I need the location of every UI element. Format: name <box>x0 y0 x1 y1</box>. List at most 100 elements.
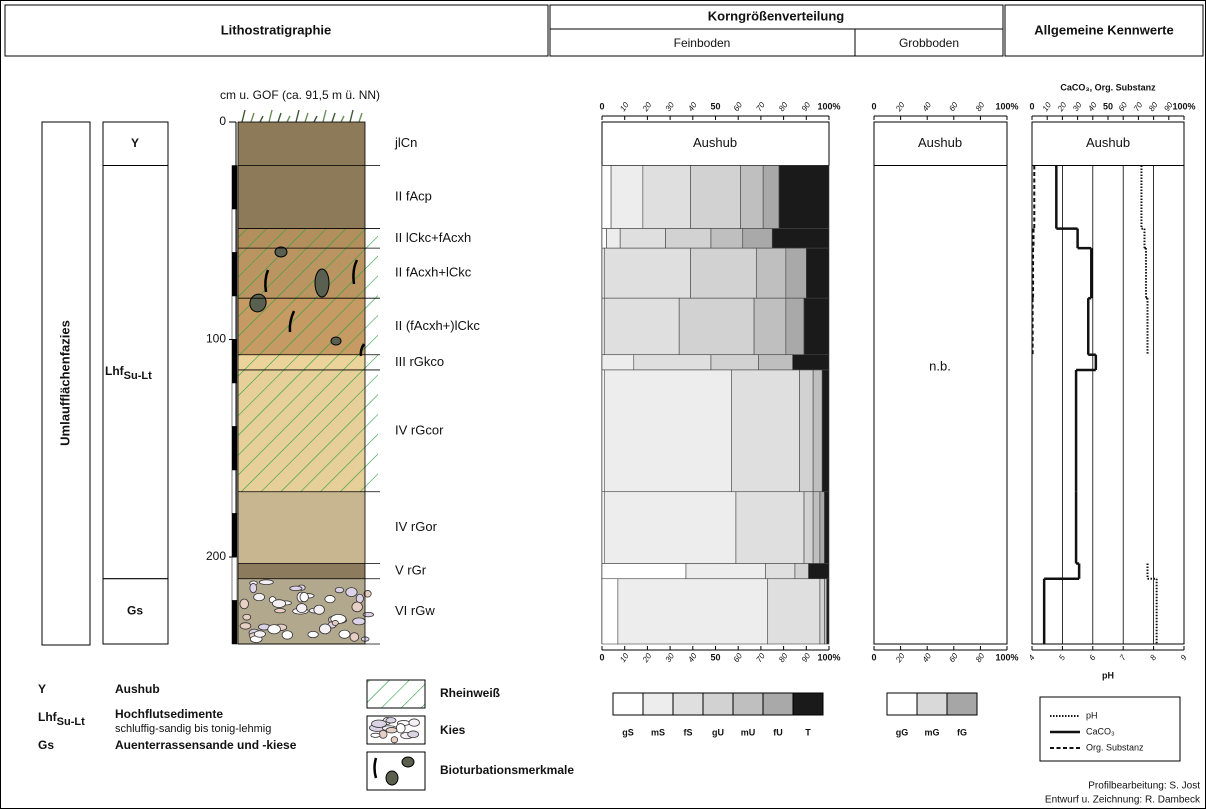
rheinweiss-hatch <box>238 228 378 492</box>
legend-label: mS <box>651 727 665 737</box>
grain-segment <box>778 165 830 229</box>
legend-label: pH <box>1086 710 1098 720</box>
lithology-layer <box>238 491 365 564</box>
header-box <box>1004 4 1204 57</box>
grain-segment <box>740 165 764 229</box>
legend-symbol: Gs <box>38 738 54 752</box>
grain-segment <box>710 354 759 371</box>
no-data-box <box>601 121 830 166</box>
legend-symbol: LhfSu-Lt <box>38 710 85 728</box>
legend-swatch <box>946 692 978 716</box>
grain-segment <box>601 369 605 493</box>
grain-segment <box>642 165 691 229</box>
header-box <box>549 4 1004 30</box>
grain-segment <box>753 297 787 356</box>
legend-symbol: Y <box>38 682 46 696</box>
legend-label: T <box>805 727 811 737</box>
grain-segment <box>819 491 825 564</box>
unit-box <box>102 578 169 645</box>
grain-segment <box>742 228 773 249</box>
legend-text: Aushub <box>115 682 160 696</box>
ph-axis-label: pH <box>1102 670 1114 680</box>
legend-symbol: Y <box>38 682 46 696</box>
header-title: Lithostratigraphie <box>221 22 332 37</box>
legend-swatch <box>916 692 948 716</box>
no-data-label: Aushub <box>693 135 737 150</box>
grain-segment <box>803 297 830 356</box>
facies-label: Umlaufflächenfazies <box>57 320 72 446</box>
legend-label: gS <box>622 727 634 737</box>
grain-segment <box>799 369 814 493</box>
gravel <box>385 727 398 734</box>
legend-label: mU <box>741 727 756 737</box>
grain-segment <box>735 491 805 564</box>
scale-bar <box>231 556 238 601</box>
legend-label: gG <box>896 727 909 737</box>
grain-segment <box>785 297 805 356</box>
header-title: Allgemeine Kennwerte <box>1034 22 1173 37</box>
legend-swatch <box>886 692 918 716</box>
grain-segment <box>633 354 712 371</box>
grain-segment <box>758 354 793 371</box>
header-subtitle: Grobboden <box>899 36 959 50</box>
grain-segment <box>619 228 666 249</box>
legend-subscript: Su-Lt <box>57 716 85 728</box>
gravel <box>385 717 397 724</box>
grain-segment <box>601 247 605 299</box>
root-trace <box>352 259 359 285</box>
legend-symbol: Gs <box>38 738 54 752</box>
gravel <box>370 732 381 738</box>
grain-segment <box>821 369 830 493</box>
column-outline <box>237 121 366 645</box>
grain-segment <box>785 247 807 299</box>
grass <box>358 112 363 123</box>
axis-tick-label: 0 <box>599 101 604 111</box>
grain-segment <box>603 369 732 493</box>
gravel <box>349 632 360 642</box>
legend-swatch <box>792 692 824 716</box>
grain-segment <box>678 297 755 356</box>
credit: Entwurf u. Zeichnung: R. Dambeck <box>1045 795 1201 806</box>
gravel <box>289 585 303 592</box>
grain-segment <box>601 228 607 249</box>
axis-tick-label: 0 <box>871 101 876 111</box>
axis-tick-label: 0 <box>599 652 604 662</box>
facies-box <box>41 121 91 646</box>
grain-segment <box>756 247 787 299</box>
gravel <box>239 622 252 630</box>
legend-swatch <box>612 692 644 716</box>
legend-text: Hochflutsedimente <box>115 707 223 721</box>
grain-segment <box>601 578 619 645</box>
horizon-label: VI rGw <box>395 603 435 618</box>
grain-segment <box>731 369 800 493</box>
gravel <box>331 620 339 626</box>
chem-axis-label: CaCO₃, Org. Substanz <box>1060 82 1156 92</box>
gravel <box>249 583 258 594</box>
depth-tick-label: 200 <box>206 549 226 563</box>
grain-segment <box>601 563 687 580</box>
horizon-label: IV rGcor <box>395 422 444 437</box>
axis-tick-label: 100% <box>995 652 1018 662</box>
grain-segment <box>690 247 757 299</box>
gravel <box>267 624 281 635</box>
gravel <box>259 579 274 586</box>
grain-segment <box>603 491 737 564</box>
gravel <box>324 595 336 604</box>
grass <box>268 109 273 123</box>
gravel <box>362 611 374 618</box>
axis-tick-label: 50 <box>710 101 720 111</box>
grain-segment <box>767 578 821 645</box>
axis-tick-label: 100% <box>1172 101 1195 111</box>
legend-note: schluffig-sandig bis tonig-lehmig <box>115 723 271 735</box>
grain-segment <box>794 563 809 580</box>
grain-segment <box>685 563 766 580</box>
legend-label: CaCO₃ <box>1086 726 1115 736</box>
line-legend-box <box>1039 696 1181 762</box>
grain-segment <box>710 228 744 249</box>
grain-segment <box>771 228 830 249</box>
grain-segment <box>819 578 825 645</box>
gravel <box>318 623 332 635</box>
grain-segment <box>824 578 828 645</box>
horizon-label: jlCn <box>394 135 417 150</box>
axis-tick-label: 50 <box>710 652 720 662</box>
